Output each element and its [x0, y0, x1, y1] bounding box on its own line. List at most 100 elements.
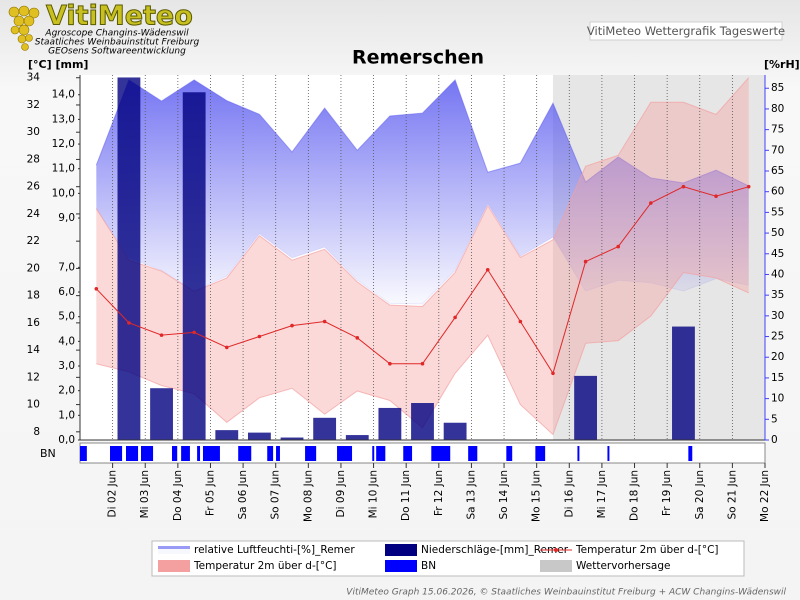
legend-swatch [158, 546, 190, 549]
y2-tick-label: 60 [771, 186, 784, 198]
temp-point [583, 259, 588, 264]
y2-tick-label: 10 [771, 393, 784, 405]
header-box [589, 21, 783, 41]
header-box-text: VitiMeteo Wettergrafik Tageswerte [587, 24, 785, 38]
y-tick-label: 20 [27, 262, 40, 274]
bn-interval [431, 446, 451, 461]
x-tick-label: Fr 05 Jun [204, 470, 216, 516]
logo-line: GEOsens Softwareentwicklung [48, 47, 186, 57]
temp-point [159, 333, 164, 337]
x-tick-label: Di 02 Jun [107, 470, 119, 517]
bn-interval [197, 446, 201, 461]
y2-tick-label: 55 [771, 206, 784, 218]
bn-interval [238, 446, 252, 461]
temp-point [681, 184, 686, 189]
legend-box [151, 540, 745, 577]
legend-label: Niederschläge-[mm]_Remer [421, 544, 569, 556]
ymm-tick-label: 3,0 [58, 360, 75, 372]
temp-point [746, 184, 751, 189]
legend-swatch [385, 560, 417, 572]
y-tick-label: 28 [27, 153, 40, 165]
x-tick-label: So 21 Jun [726, 470, 738, 520]
ymm-tick-label: 6,0 [58, 286, 75, 298]
y2-tick-label: 35 [771, 289, 784, 301]
bn-interval [110, 446, 123, 461]
x-tick-label: Do 18 Jun [629, 470, 641, 521]
temp-point [714, 194, 718, 199]
y2-tick-label: 0 [771, 434, 778, 446]
y-tick-label: 34 [27, 72, 41, 84]
legend-label: relative Luftfeuchti-[%]_Remer [194, 544, 355, 556]
ymm-tick-label: 13,0 [52, 113, 75, 125]
y2-tick-label: 80 [771, 103, 784, 115]
y2-tick-label: 45 [771, 248, 784, 260]
chart-title: Remerschen [352, 47, 484, 69]
x-tick-label: Fr 12 Jun [433, 470, 445, 516]
bn-interval [337, 446, 353, 461]
x-tick-label: Fr 19 Jun [661, 470, 673, 516]
ymm-tick-label: 5,0 [58, 311, 75, 323]
bn-interval [403, 446, 413, 461]
temp-point [257, 334, 262, 339]
bn-interval [688, 446, 693, 461]
x-tick-label: So 14 Jun [498, 470, 510, 520]
precip-bar [345, 435, 369, 440]
y2-tick-label: 30 [771, 310, 784, 322]
bn-interval [468, 446, 478, 461]
legend-label: Temperatur 2m über d-[°C] [575, 544, 719, 556]
legend-swatch [385, 544, 417, 556]
legend-swatch [158, 560, 190, 572]
x-tick-label: Di 09 Jun [335, 470, 347, 517]
ymm-tick-label: 14,0 [52, 89, 75, 101]
y2-tick-label: 5 [771, 413, 778, 425]
y-tick-label: 8 [33, 426, 40, 438]
temp-point [616, 244, 621, 249]
precip-bar [150, 388, 173, 440]
y-tick-label: 22 [27, 235, 40, 247]
ymm-tick-label: 9,0 [58, 212, 75, 224]
ymm-tick-label: 10,0 [52, 187, 75, 199]
bn-interval [202, 446, 220, 461]
temp-point [485, 267, 490, 272]
bn-interval [140, 446, 154, 461]
precip-bar [313, 417, 337, 440]
x-tick-label: Mi 03 Jun [139, 470, 151, 518]
precip-bar [182, 92, 206, 440]
ymm-tick-label: 1,0 [58, 409, 75, 421]
ymm-tick-label: 11,0 [52, 163, 75, 175]
logo-line: Staatliches Weinbauinstitut Freiburg [35, 38, 200, 48]
bn-interval [535, 446, 546, 461]
x-tick-label: Do 04 Jun [172, 470, 184, 521]
temp-point [518, 319, 523, 324]
logo-line: Agroscope Changins-Wädenswil [44, 29, 189, 39]
legend-swatch [540, 560, 572, 572]
bn-interval [376, 446, 386, 461]
x-tick-label: Sa 20 Jun [694, 470, 706, 520]
y-tick-label: 10 [27, 399, 40, 411]
legend-swatch [554, 548, 558, 552]
ymm-tick-label: 7,0 [58, 261, 75, 273]
temp-point [127, 321, 131, 325]
y-tick-label: 24 [27, 208, 41, 220]
y2-tick-label: 40 [771, 268, 784, 280]
logo-grapes [8, 5, 40, 51]
precip-bar [378, 407, 402, 440]
x-tick-label: Sa 13 Jun [465, 470, 477, 520]
y-tick-label: 16 [27, 317, 41, 329]
bn-interval [80, 446, 87, 461]
bn-interval [607, 446, 610, 461]
temp-point [649, 201, 653, 205]
x-tick-label: Mo 08 Jun [302, 470, 314, 522]
y-tick-label: 32 [27, 99, 40, 111]
bn-interval [577, 446, 580, 461]
precip-bar [117, 77, 141, 440]
temp-point [453, 315, 457, 320]
legend-label: Temperatur 2m über d-[°C] [193, 560, 337, 572]
y-tick-label: 12 [27, 371, 40, 383]
y2-tick-label: 25 [771, 331, 784, 343]
x-tick-label: Mi 17 Jun [596, 470, 608, 518]
temp-point [420, 361, 425, 366]
legend-label: Wettervorhersage [576, 560, 670, 572]
y-axis-label: [°C] [mm] [28, 58, 88, 71]
temp-point [322, 319, 327, 324]
